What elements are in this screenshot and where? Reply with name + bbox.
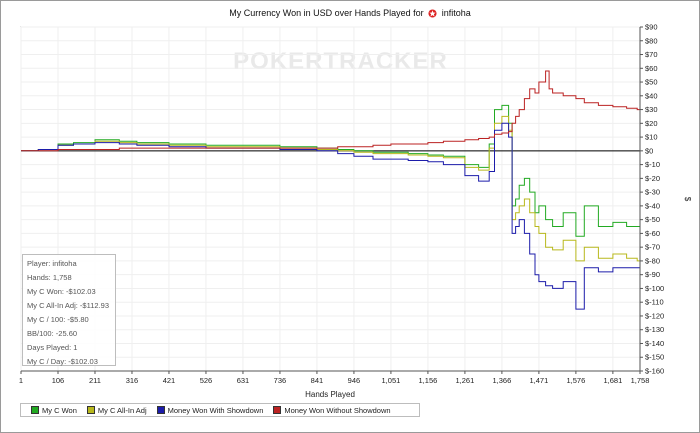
stat-bb-per-100: BB/100: -25.60 [27,329,78,338]
series-line-money-won-without-showdown [21,70,640,152]
legend-swatch [156,406,165,414]
pokerstars-logo-icon [428,9,437,18]
x-tick-label: 1,051 [382,376,401,385]
chart-title-text: My Currency Won in USD over Hands Played… [229,8,424,18]
x-tick-label: 1,261 [456,376,475,385]
legend-item-my-c-allin-adj[interactable]: My C All-In Adj [86,405,147,415]
y-tick-label: $80 [645,36,658,45]
stat-my-c-won: My C Won: -$102.03 [27,287,96,296]
x-tick-label: 316 [126,376,139,385]
series-line-money-won-with-showdown [21,122,641,333]
y-tick-label: $-30 [645,188,660,197]
stat-my-c-per-day: My C / Day: -$102.03 [27,357,98,366]
chart-title: My Currency Won in USD over Hands Played… [0,8,700,18]
x-tick-label: 736 [274,376,287,385]
legend-label: Money Won Without Showdown [284,405,391,415]
y-tick-label: $-150 [645,353,664,362]
x-tick-label: 1,681 [603,376,622,385]
y-tick-label: $-10 [645,160,660,169]
legend-item-won-with-showdown[interactable]: Money Won With Showdown [156,405,264,415]
x-axis-label: Hands Played [305,390,355,399]
y-tick-label: $10 [645,133,658,142]
x-tick-label: 1,366 [493,376,512,385]
y-tick-label: $-130 [645,325,664,334]
legend-swatch [273,406,282,414]
y-tick-label: $-80 [645,256,660,265]
x-tick-label: 106 [52,376,65,385]
legend-label: My C Won [42,405,77,415]
y-tick-label: $70 [645,50,658,59]
y-tick-label: $60 [645,64,658,73]
watermark: POKERTRACKER [233,48,448,75]
x-tick-label: 211 [89,376,101,385]
player-stats-box: Player: infitoha Hands: 1,758 My C Won: … [22,254,116,366]
y-tick-label: $-110 [645,298,664,307]
x-tick-label: 946 [348,376,361,385]
stat-player: Player: infitoha [27,259,77,268]
legend-swatch [31,406,39,414]
x-tick-label: 1,471 [529,376,548,385]
y-tick-label: $50 [645,78,658,87]
y-tick-label: $20 [645,119,658,128]
y-tick-label: $-60 [645,229,660,238]
x-tick-label: 1,156 [419,376,438,385]
stat-days-played: Days Played: 1 [27,343,78,352]
x-tick-label: 1 [19,376,23,385]
y-tick-label: $-140 [645,339,664,348]
stat-my-c-per-100: My C / 100: -$5.80 [27,315,89,324]
y-tick-label: $-20 [645,174,660,183]
y-tick-label: $-70 [645,243,660,252]
legend-swatch [86,406,95,414]
chart-title-player: infitoha [441,8,471,18]
x-tick-label: 421 [163,376,176,385]
chart-legend: My C Won My C All-In Adj Money Won With … [20,403,420,417]
x-tick-label: 631 [237,376,250,385]
x-tick-label: 526 [200,376,213,385]
y-tick-label: $-90 [645,270,660,279]
y-tick-label: $-40 [645,201,660,210]
series-line-my-c-all-in-adj [21,115,641,307]
legend-item-my-c-won[interactable]: My C Won [31,406,77,415]
x-tick-label: 841 [311,376,324,385]
y-tick-label: $40 [645,91,658,100]
y-tick-label: $90 [645,23,658,32]
y-tick-label: $-120 [645,311,664,320]
y-tick-label: $-50 [645,215,660,224]
legend-label: Money Won With Showdown [167,405,264,415]
y-tick-label: $0 [645,146,653,155]
y-axis-label: $ [683,197,692,202]
y-tick-label: $-160 [645,367,664,376]
y-tick-label: $-100 [645,284,664,293]
x-tick-label: 1,758 [631,376,650,385]
legend-item-won-without-showdown[interactable]: Money Won Without Showdown [273,405,391,415]
stat-my-c-allin-adj: My C All-In Adj: -$112.93 [27,301,109,310]
stat-hands: Hands: 1,758 [27,273,72,282]
y-tick-label: $30 [645,105,658,114]
legend-label: My C All-In Adj [97,405,147,415]
x-tick-label: 1,576 [566,376,585,385]
